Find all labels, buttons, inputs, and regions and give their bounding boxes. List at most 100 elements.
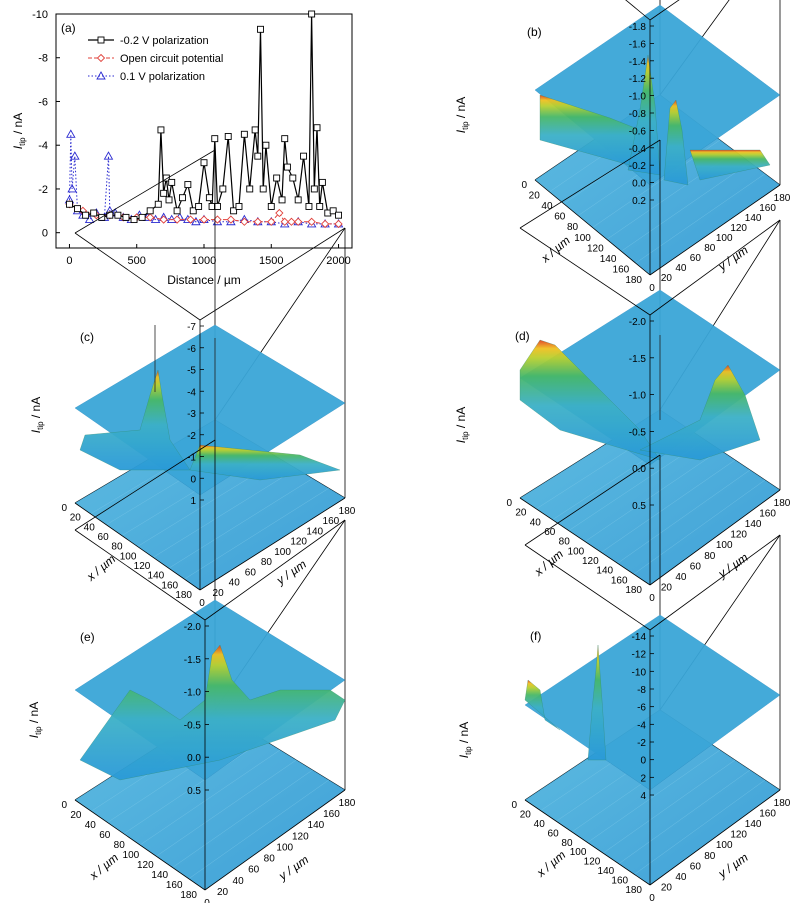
z-tick-label: -4 [187, 387, 196, 398]
z-tick-label: -0.2 [629, 161, 647, 172]
data-point [226, 215, 236, 224]
top-left-edge [74, 529, 206, 621]
x-tick-label: 40 [85, 820, 97, 831]
surface-ridge [663, 99, 689, 186]
data-point [173, 207, 181, 215]
data-point [281, 135, 289, 143]
y-tick-label: -6 [38, 96, 48, 108]
data-point [267, 217, 276, 226]
data-point [251, 126, 259, 134]
y-tick-label: 160 [759, 203, 776, 214]
panel-label: (c) [80, 330, 94, 344]
y-tick-label: 40 [675, 572, 687, 583]
z-tick-label: 0.0 [632, 179, 646, 190]
legend-marker [96, 53, 106, 63]
x-axis-label: x / µm [86, 850, 121, 883]
x-tick-label: 0 [61, 800, 67, 811]
floor-streak [184, 488, 329, 580]
y-tick-label: 100 [716, 540, 733, 551]
panel-a-line-chart: 0 500 1000 1500 2000 0 -2 -4 -6 -8 -10 Distance / µ… [11, 9, 353, 287]
x-tick-label: 180 [625, 275, 642, 286]
data-point [214, 202, 221, 210]
data-point [90, 209, 98, 217]
y-axis-line [649, 489, 781, 586]
top-front-edge [649, 534, 781, 631]
y-tick-label: 140 [308, 820, 325, 831]
z-tick-label: 4 [640, 791, 646, 802]
z-tick-label: -0.4 [629, 144, 647, 155]
x-tick-label: 140 [600, 254, 617, 265]
floor-streak [188, 779, 329, 879]
z-tick-label: -0.5 [629, 427, 647, 438]
surface-ridge [524, 679, 561, 731]
data-point [262, 141, 270, 149]
data-point [70, 151, 80, 160]
data-point [138, 213, 146, 221]
data-point [257, 25, 264, 33]
data-point [106, 211, 114, 219]
y-tick-label: 40 [233, 876, 245, 887]
floor-streak [602, 759, 736, 854]
z-tick-label: -2 [187, 431, 196, 442]
data-point [66, 129, 76, 138]
y-tick-label: 120 [730, 223, 747, 234]
z-axis-label: Itip / nA [29, 397, 45, 433]
x-tick-label: 80 [114, 840, 126, 851]
data-point [146, 213, 155, 222]
top-front-edge [199, 227, 346, 321]
x-tick-label: 120 [582, 556, 599, 567]
legend-label: Open circuit potential [120, 53, 223, 65]
legend-label: 0.1 V polarization [120, 71, 205, 83]
data-point [307, 217, 316, 226]
x-tick-label: 160 [161, 580, 178, 591]
data-point [289, 174, 297, 182]
z-tick-label: -5 [187, 366, 196, 377]
y-axis-label: y / µm [715, 243, 751, 274]
y-axis-line [649, 789, 781, 886]
z-tick-label: -2.0 [184, 622, 202, 633]
z-tick-label: -0.5 [184, 720, 202, 731]
data-point [172, 215, 182, 224]
x-tick-label: 20 [70, 810, 82, 821]
x-axis-label: Distance / µm [167, 273, 241, 287]
legend-label: -0.2 V polarization [120, 35, 209, 47]
data-point [114, 211, 122, 219]
x-tick-label: 160 [166, 880, 183, 891]
z-tick-label: -0.8 [629, 109, 647, 120]
y-tick-label: 160 [323, 516, 340, 527]
y-tick-label: 20 [213, 588, 225, 599]
floor-streak [601, 459, 736, 553]
data-point [199, 215, 209, 224]
x-tick-label: 60 [544, 527, 556, 538]
data-point [334, 219, 343, 229]
x-axis-line [74, 502, 201, 591]
data-point [246, 185, 254, 193]
x-tick-label: 100 [574, 233, 591, 244]
top-left-edge [519, 227, 651, 316]
z-tick-label: -6 [637, 703, 646, 714]
z-tick-label: 0.0 [632, 464, 646, 475]
floor-streak [152, 468, 297, 558]
data-point [320, 219, 330, 229]
y-tick-label: 0 [199, 598, 205, 609]
data-point [316, 202, 324, 210]
legend-marker [97, 36, 105, 44]
surface-ridge [639, 364, 761, 461]
surface-ridge [189, 444, 341, 481]
x-tick-label: 100 [120, 551, 137, 562]
panel-label: (d) [515, 329, 530, 343]
y-axis-label: Itip / nA [11, 113, 27, 149]
data-point [219, 185, 227, 193]
floor-streak [123, 739, 264, 834]
x-tick-label: 160 [611, 876, 628, 887]
surface-ridge [79, 644, 346, 781]
y-tick-label: -8 [38, 53, 48, 65]
data-point [278, 196, 286, 204]
x-tick-label: 160 [611, 575, 628, 586]
back-top-edge [74, 439, 216, 531]
x-tick-label: 100 [123, 850, 140, 861]
top-left-edge [524, 544, 651, 631]
x-tick-label: 180 [180, 890, 197, 901]
y-tick-label: 40 [675, 263, 687, 274]
